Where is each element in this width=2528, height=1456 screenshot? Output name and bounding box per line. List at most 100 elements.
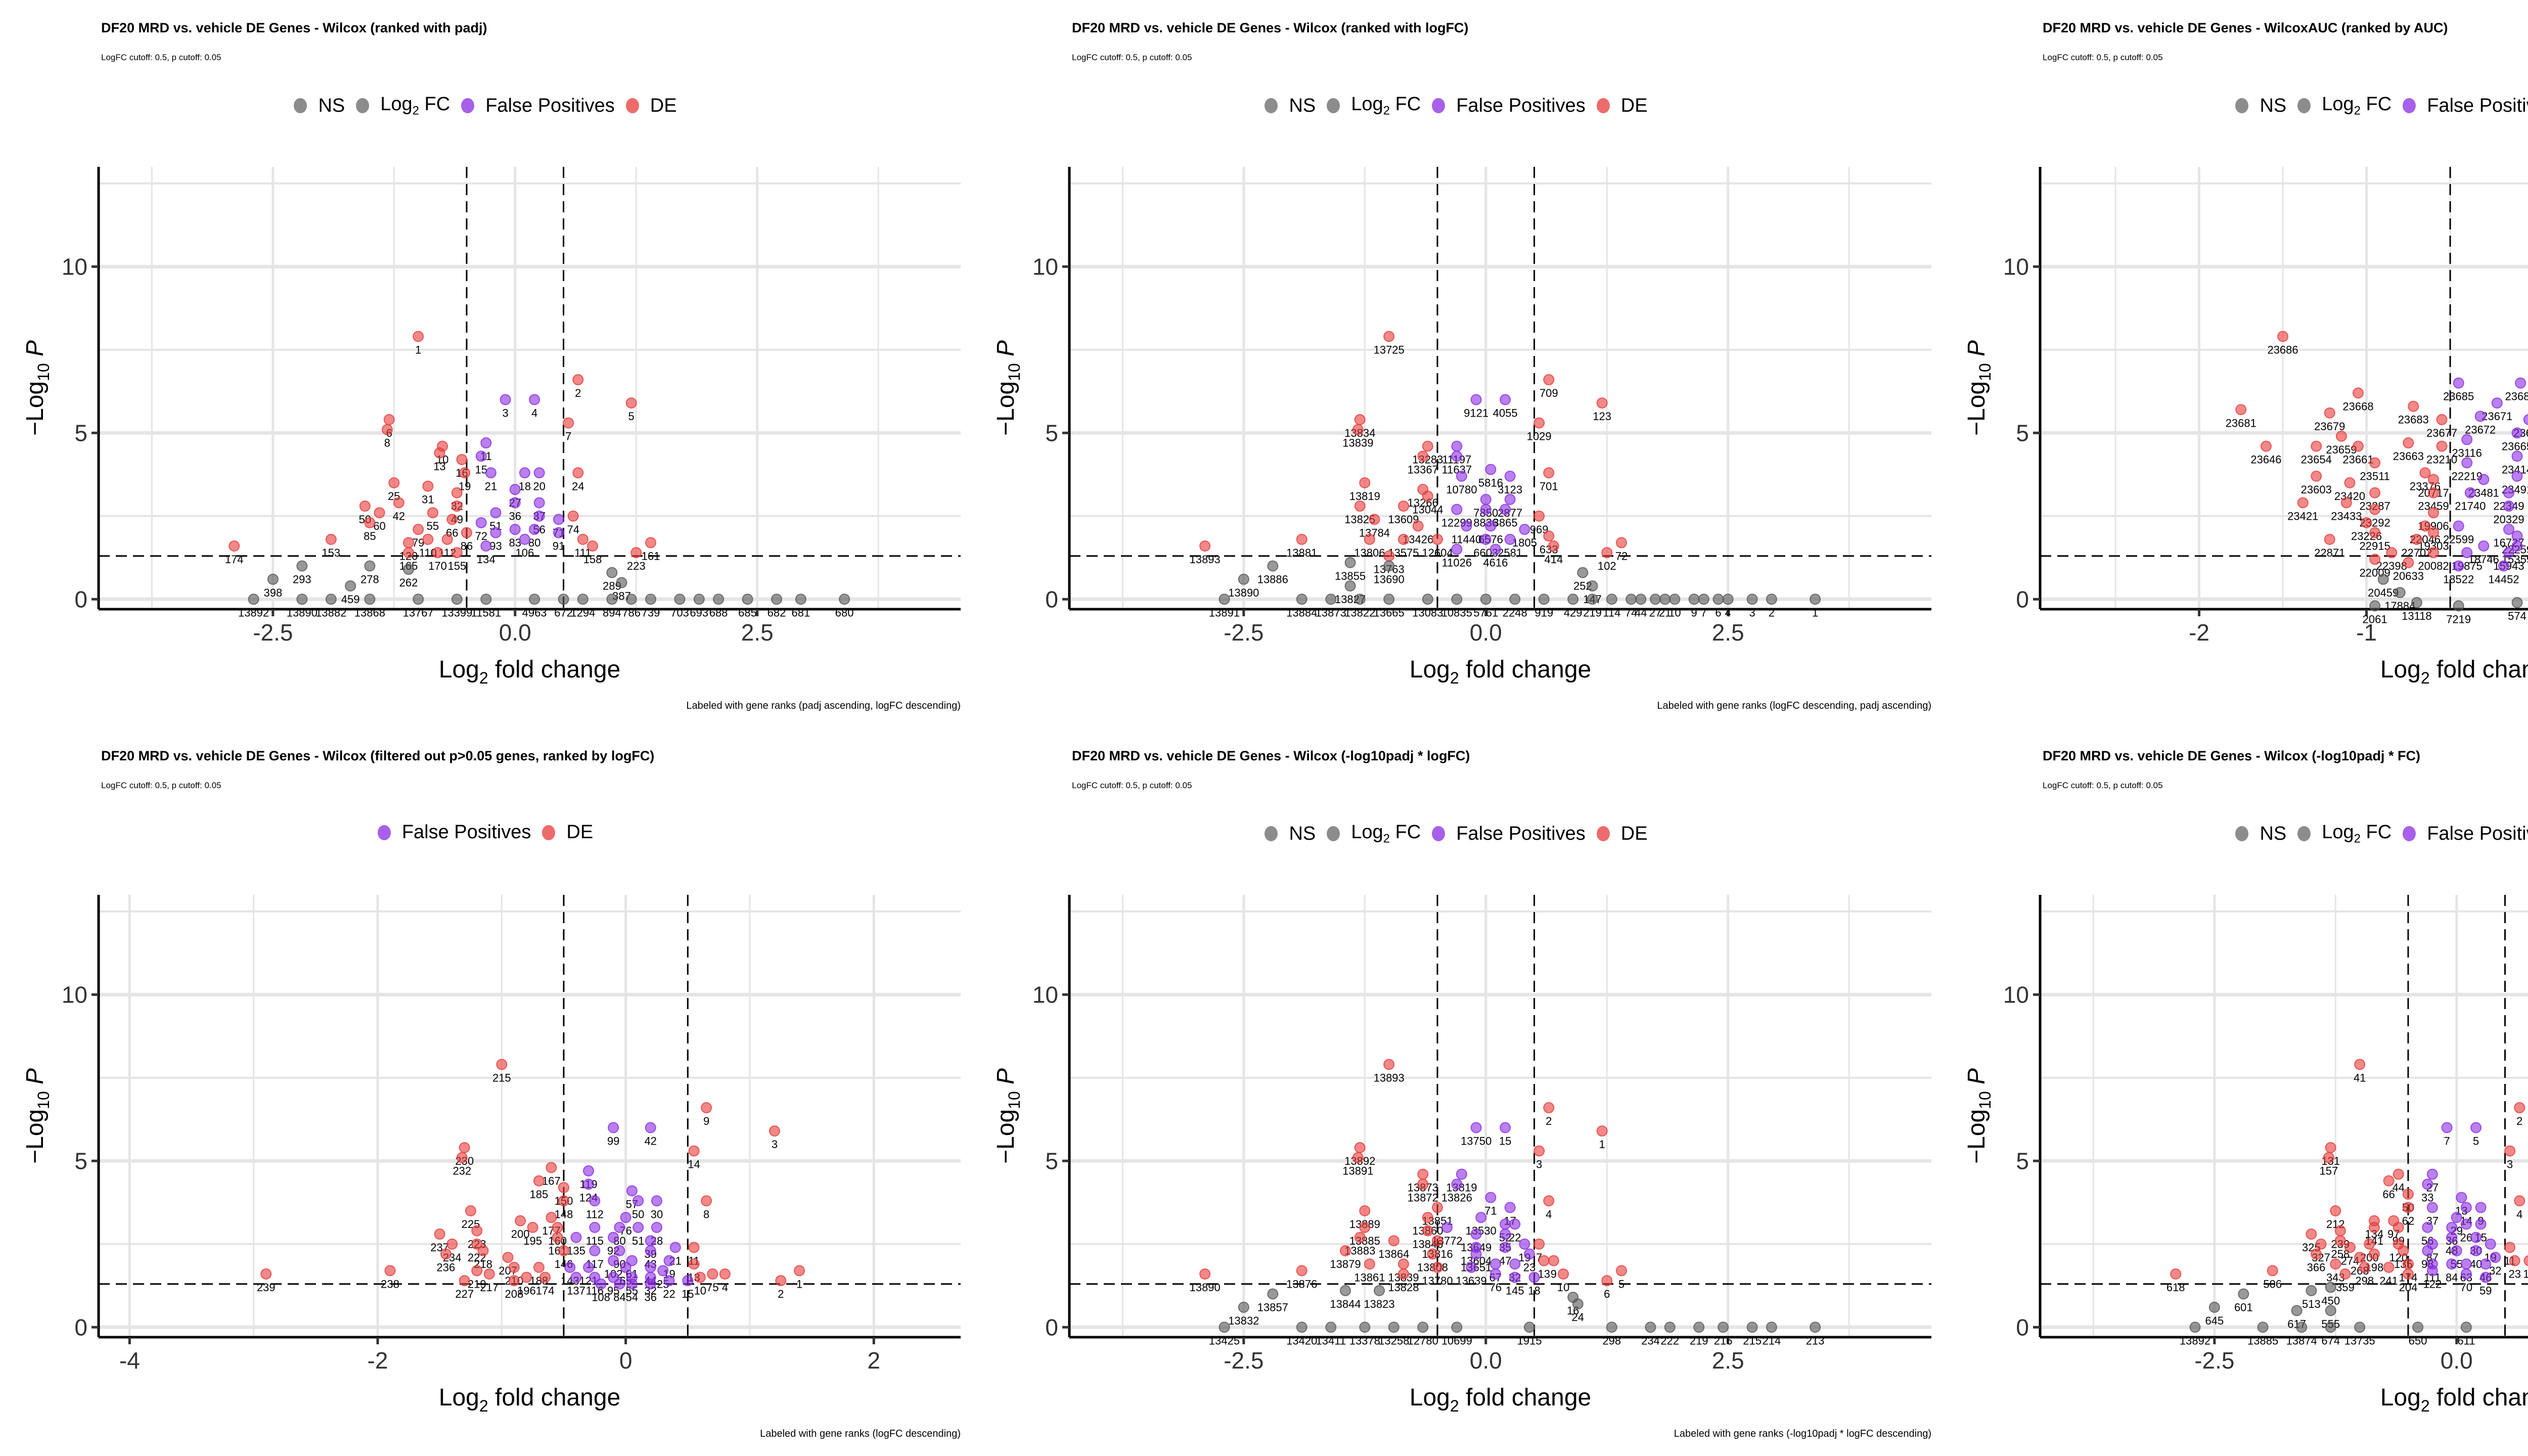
data-point-de	[1543, 1102, 1555, 1114]
point-label: 74	[567, 523, 579, 536]
data-point-fp	[645, 1278, 656, 1290]
x-tick-label: 2.5	[741, 619, 774, 646]
data-point-de	[1352, 1152, 1364, 1163]
legend-label: DE	[1620, 95, 1648, 116]
data-point-fp	[2485, 1238, 2496, 1250]
data-point-fp	[533, 497, 545, 509]
point-label: 3	[502, 407, 508, 420]
legend-marker-icon	[2297, 826, 2311, 842]
data-point-de	[2514, 1195, 2525, 1207]
point-label: 55	[427, 520, 439, 532]
data-point-de	[2353, 440, 2364, 452]
data-point-fp	[1509, 1218, 1521, 1230]
panel-title: DF20 MRD vs. vehicle DE Genes - Wilcox (…	[1072, 20, 1469, 35]
point-label: 13	[1538, 1268, 1550, 1281]
data-point-de	[1543, 1195, 1555, 1207]
data-point-ns	[2377, 573, 2389, 585]
data-point-de	[2359, 1261, 2370, 1273]
data-point-fp	[2511, 427, 2523, 439]
data-point-de	[1359, 1221, 1371, 1233]
y-tick-label: 0	[2016, 586, 2029, 612]
y-tick-label: 0	[74, 1314, 87, 1340]
data-point-fp	[500, 394, 511, 405]
data-point-de	[451, 500, 463, 512]
data-point-de	[413, 331, 424, 342]
data-point-fp	[2460, 1268, 2472, 1280]
data-point-fp	[2464, 487, 2476, 498]
point-label: 18	[519, 480, 531, 492]
data-point-de	[413, 524, 424, 535]
point-label: 51	[632, 1235, 644, 1247]
point-label: 7	[565, 430, 571, 443]
point-label: 13258	[1378, 1334, 1409, 1347]
data-point-fp	[682, 1275, 694, 1287]
data-point-de	[701, 1195, 712, 1207]
legend-marker-icon	[1265, 98, 1278, 114]
data-point-fp	[645, 1235, 656, 1247]
point-label: 219	[1583, 606, 1602, 619]
point-label: 219	[1690, 1334, 1708, 1347]
data-point-fp	[645, 1245, 656, 1256]
data-point-ns	[1606, 1322, 1617, 1333]
legend-item-log2-fc: Log2 FC	[2297, 94, 2391, 118]
data-point-fp	[529, 394, 540, 405]
point-label: 4055	[1493, 407, 1518, 420]
point-label: 13690	[1374, 573, 1405, 585]
point-label: 262	[399, 576, 418, 589]
data-point-de	[1397, 1258, 1409, 1270]
data-point-fp	[509, 484, 521, 495]
data-point-de	[587, 540, 599, 552]
data-point-fp	[485, 467, 496, 479]
data-point-fp	[1441, 1221, 1453, 1233]
point-label: 13118	[2402, 610, 2432, 622]
point-label: 13767	[403, 606, 434, 619]
data-point-de	[434, 447, 445, 459]
x-tick-label: -2	[2189, 619, 2209, 646]
data-point-de	[2339, 1268, 2351, 1280]
data-point-ns	[1296, 1322, 1307, 1333]
data-point-fp	[2480, 1271, 2492, 1283]
data-point-de	[2383, 1261, 2395, 1273]
data-point-ns	[1635, 594, 1647, 605]
data-point-de	[422, 533, 434, 545]
data-point-de	[2334, 1235, 2346, 1247]
data-point-de	[2297, 497, 2309, 509]
point-label: 13735	[2344, 1334, 2375, 1347]
data-point-de	[434, 1228, 445, 1240]
point-label: 13806	[1354, 547, 1385, 559]
data-point-de	[1199, 540, 1211, 552]
data-point-de	[2335, 430, 2347, 442]
data-point-ns	[2511, 597, 2523, 608]
data-point-de	[2364, 1238, 2375, 1250]
data-point-fp	[480, 540, 492, 552]
point-label: 196	[517, 1285, 536, 1297]
data-point-de	[1538, 1255, 1550, 1266]
data-point-fp	[2426, 1168, 2438, 1180]
data-point-fp	[651, 1221, 662, 1233]
point-label: 1	[1812, 606, 1818, 619]
data-point-de	[2369, 504, 2381, 515]
data-point-ns	[403, 564, 415, 575]
data-point-de	[1558, 1268, 1569, 1280]
legend-marker-icon	[1327, 98, 1340, 114]
point-label: 13857	[1257, 1301, 1288, 1313]
data-point-fp	[2491, 397, 2503, 409]
data-point-fp	[1528, 1271, 1540, 1283]
data-point-ns	[2325, 1282, 2336, 1293]
data-point-fp	[2422, 1178, 2433, 1190]
data-point-de	[2330, 1205, 2341, 1216]
data-point-de	[456, 1152, 468, 1163]
data-point-ns	[2460, 1322, 2472, 1333]
data-point-ns	[1218, 594, 1230, 605]
data-point-ns	[1688, 594, 1700, 605]
point-label: 42	[644, 1135, 656, 1148]
point-label: 2	[575, 387, 581, 399]
panel-title: DF20 MRD vs. vehicle DE Genes - Wilcox (…	[1072, 748, 1470, 763]
point-label: 13367	[1408, 463, 1438, 476]
data-point-fp	[2446, 1258, 2458, 1270]
data-point-de	[1533, 417, 1545, 429]
data-point-ns	[1746, 594, 1758, 605]
point-label: 222	[1660, 1334, 1679, 1347]
data-point-fp	[2461, 457, 2473, 469]
point-label: 650	[2409, 1334, 2427, 1347]
